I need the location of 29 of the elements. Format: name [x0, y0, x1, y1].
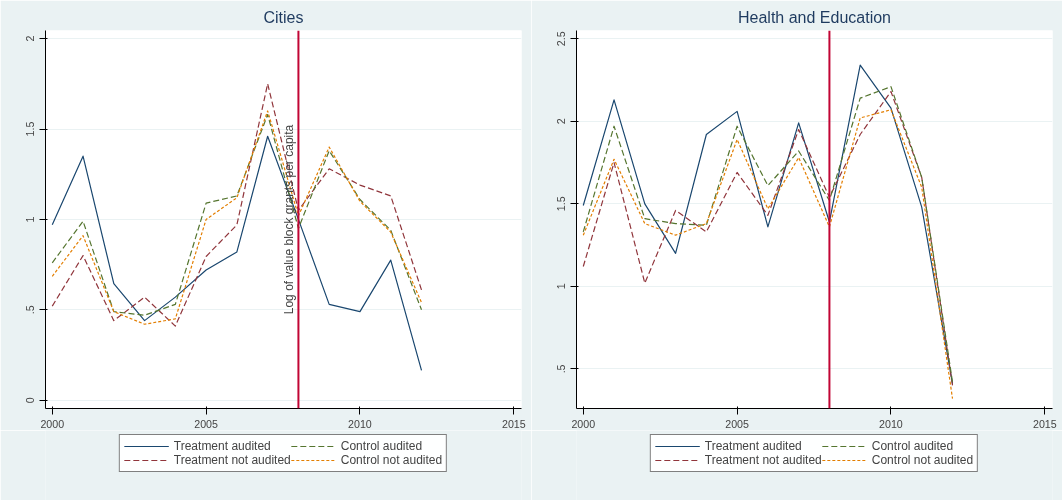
legend-label: Control audited — [871, 439, 954, 453]
ref-line-label: Log of value block grants per capita — [282, 124, 297, 315]
y-tick-label: 1 — [24, 216, 37, 223]
y-tick-label: .5 — [24, 305, 37, 315]
chart-title: Health and Education — [738, 8, 891, 26]
x-tick-label: 2005 — [194, 417, 219, 430]
chart-title: Cities — [263, 8, 304, 26]
y-tick-label: 1.5 — [24, 121, 37, 137]
y-tick-label: 2 — [24, 35, 37, 42]
x-tick-label: 2005 — [725, 417, 750, 430]
x-tick-label: 2010 — [879, 417, 903, 430]
y-tick-label: 2 — [555, 118, 568, 125]
x-tick-label: 2015 — [1032, 417, 1057, 430]
legend-label: Control audited — [340, 439, 423, 453]
legend-label: Treatment audited — [173, 439, 271, 453]
x-tick-label: 2000 — [571, 417, 596, 430]
legend-label: Treatment audited — [704, 439, 802, 453]
x-tick-label: 2010 — [348, 417, 372, 430]
y-tick-label: 0 — [24, 397, 37, 404]
legend-label: Treatment not audited — [173, 453, 291, 467]
x-tick-label: 2000 — [40, 417, 65, 430]
legend-label: Control not audited — [340, 453, 443, 467]
x-tick-label: 2015 — [501, 417, 526, 430]
y-tick-label: 2.5 — [555, 31, 568, 47]
y-tick-label: .5 — [555, 364, 568, 374]
y-tick-label: 1 — [555, 283, 568, 290]
y-tick-label: 1.5 — [555, 196, 568, 212]
legend-label: Treatment not audited — [704, 453, 822, 467]
legend-label: Control not audited — [871, 453, 974, 467]
